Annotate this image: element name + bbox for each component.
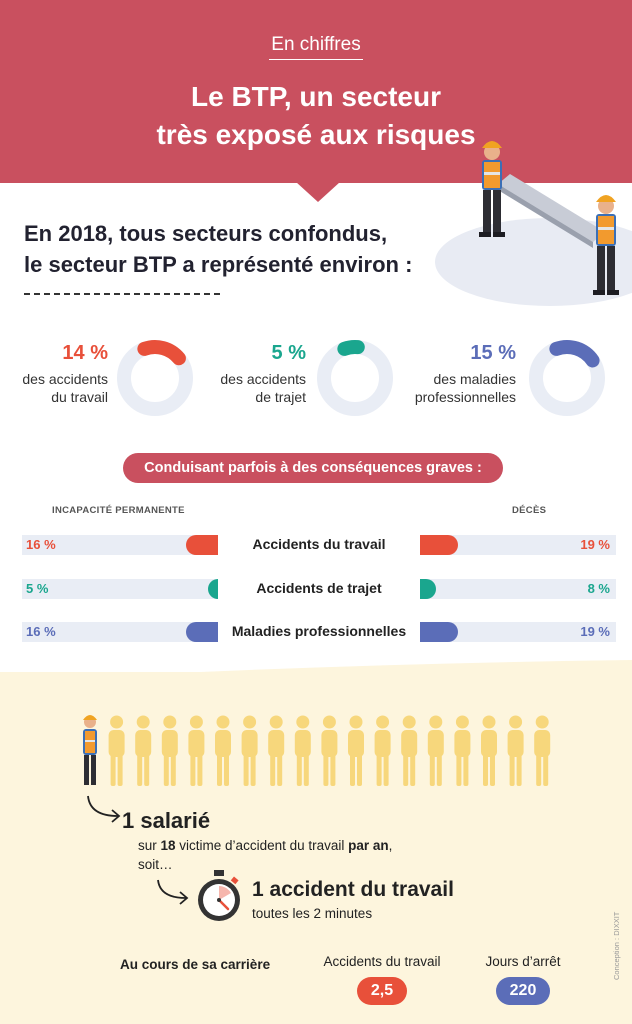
timer-headline: 1 accident du travail [252, 878, 454, 901]
right-bar-value: 19 % [580, 624, 610, 639]
curved-arrow-icon [87, 795, 121, 823]
category-label: Accidents de trajet [256, 580, 382, 596]
employee-silhouette [268, 715, 285, 786]
stat-percent: 15 % [470, 342, 516, 364]
career-days-off-badge: 220 [496, 977, 550, 1005]
left-bar-value: 16 % [26, 537, 56, 552]
right-bar-fill [420, 622, 458, 642]
worker-figure [83, 715, 97, 785]
career-col-label: Jours d’arrêt [485, 954, 561, 969]
employee-silhouette [374, 715, 391, 786]
header-banner [0, 0, 632, 183]
stat-label: des accidents de trajet [220, 371, 306, 405]
employee-silhouette [507, 715, 524, 786]
employee-silhouette [135, 715, 152, 786]
right-bar-fill [420, 579, 436, 599]
donut-chart-occupational-diseases [529, 340, 605, 416]
donut-segment [337, 340, 365, 356]
workers-illustration [435, 141, 632, 306]
donut-chart-work-accidents [117, 340, 193, 416]
stat-label: des accidents du travail [22, 371, 108, 405]
left-bar-fill [208, 579, 218, 599]
bottom-section [0, 672, 632, 1024]
right-bar-track [420, 622, 616, 642]
employee-silhouette [348, 715, 364, 786]
dashed-divider [24, 293, 220, 295]
right-bar-fill [420, 535, 458, 555]
timer-detail: toutes les 2 minutes [252, 906, 373, 921]
left-bar-track [22, 535, 218, 555]
design-credit: Conception : DIXXIT [612, 911, 621, 980]
employee-silhouette [294, 715, 311, 786]
employee-silhouette [108, 715, 125, 786]
donut-segment [549, 340, 600, 368]
consequence-row: 16 % Accidents du travail 19 % [0, 535, 632, 555]
category-label: Accidents du travail [252, 536, 386, 552]
employee-silhouette [401, 715, 418, 786]
stat-label: des maladies professionnelles [414, 371, 516, 405]
consequences-pill: Conduisant parfois à des conséquences gr… [123, 453, 503, 483]
employee-ratio-headline: 1 salarié [122, 808, 211, 833]
employees-figure-row [83, 715, 551, 786]
stopwatch-icon [198, 870, 240, 921]
curved-arrow-icon [157, 879, 189, 905]
employee-silhouette [454, 715, 471, 786]
intro-statement: En 2018, tous secteurs confondus, le sec… [24, 221, 413, 277]
category-label: Maladies professionnelles [231, 623, 407, 639]
section-kicker: En chiffres [0, 34, 632, 60]
right-bar-value: 8 % [587, 581, 610, 596]
left-bar-track [22, 622, 218, 642]
employee-silhouette [241, 715, 258, 786]
employee-ratio-detail: sur 18 victime d’accident du travail par… [138, 838, 393, 872]
header-notch [296, 182, 340, 202]
column-header-permanent-incapacity: INCAPACITÉ PERMANENTE [52, 505, 185, 516]
career-label: Au cours de sa carrière [120, 957, 271, 972]
column-header-deaths: DÉCÈS [512, 505, 547, 516]
consequence-row: 5 % Accidents de trajet 8 % [0, 579, 632, 599]
left-bar-value: 16 % [26, 624, 56, 639]
career-col-label: Accidents du travail [323, 954, 441, 969]
donut-track [317, 340, 393, 416]
employee-silhouette [215, 715, 231, 786]
stat-percent: 14 % [62, 342, 108, 364]
employee-silhouette [321, 715, 338, 786]
employee-silhouette [188, 715, 205, 786]
page-title: Le BTP, un secteur très exposé aux risqu… [156, 81, 476, 150]
stat-percent: 5 % [271, 342, 306, 364]
right-bar-track [420, 535, 616, 555]
employee-silhouette [481, 715, 497, 786]
share-stats: 14 % des accidents du travail 5 % des acc… [0, 336, 632, 426]
employee-silhouette [427, 715, 444, 786]
career-accidents-badge: 2,5 [357, 977, 407, 1005]
left-bar-fill [186, 622, 218, 642]
left-bar-fill [186, 535, 218, 555]
left-bar-value: 5 % [26, 581, 49, 596]
donut-chart-commute-accidents [317, 340, 393, 416]
employee-silhouette [161, 715, 178, 786]
right-bar-track [420, 579, 616, 599]
right-bar-value: 19 % [580, 537, 610, 552]
employee-silhouette [534, 715, 551, 786]
donut-segment [137, 340, 186, 366]
left-bar-track [22, 579, 218, 599]
consequence-row: 16 % Maladies professionnelles 19 % [0, 622, 632, 642]
